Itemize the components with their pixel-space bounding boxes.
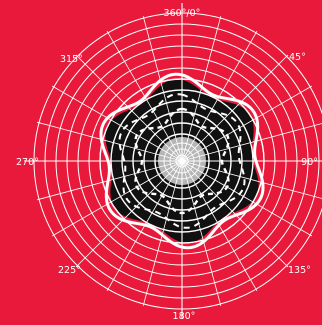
spoke bbox=[142, 16, 183, 162]
radial-spokes bbox=[24, 3, 322, 319]
middle-dashed-contour bbox=[118, 93, 246, 229]
spoke bbox=[51, 85, 183, 162]
spoke bbox=[181, 54, 289, 162]
label-270-deg: 270° bbox=[16, 157, 39, 168]
label-0-deg: 360°/0° bbox=[164, 8, 201, 19]
spoke bbox=[37, 121, 183, 162]
spoke bbox=[51, 160, 183, 237]
spoke bbox=[181, 85, 313, 162]
label-180-deg: 180° bbox=[173, 311, 196, 322]
center-crosshair bbox=[174, 153, 190, 169]
label-90-deg: 90° bbox=[301, 157, 318, 168]
label-225-deg: 225° bbox=[58, 265, 81, 276]
label-45-deg: 45° bbox=[289, 52, 306, 63]
spoke bbox=[75, 160, 183, 268]
spoke bbox=[181, 160, 322, 199]
label-315-deg: 315° bbox=[60, 54, 83, 65]
inner-dashed-contour bbox=[134, 107, 230, 215]
label-135-deg: 135° bbox=[288, 265, 311, 276]
lobed-outline bbox=[99, 72, 265, 250]
spoke bbox=[181, 160, 313, 237]
spoke bbox=[181, 160, 222, 306]
